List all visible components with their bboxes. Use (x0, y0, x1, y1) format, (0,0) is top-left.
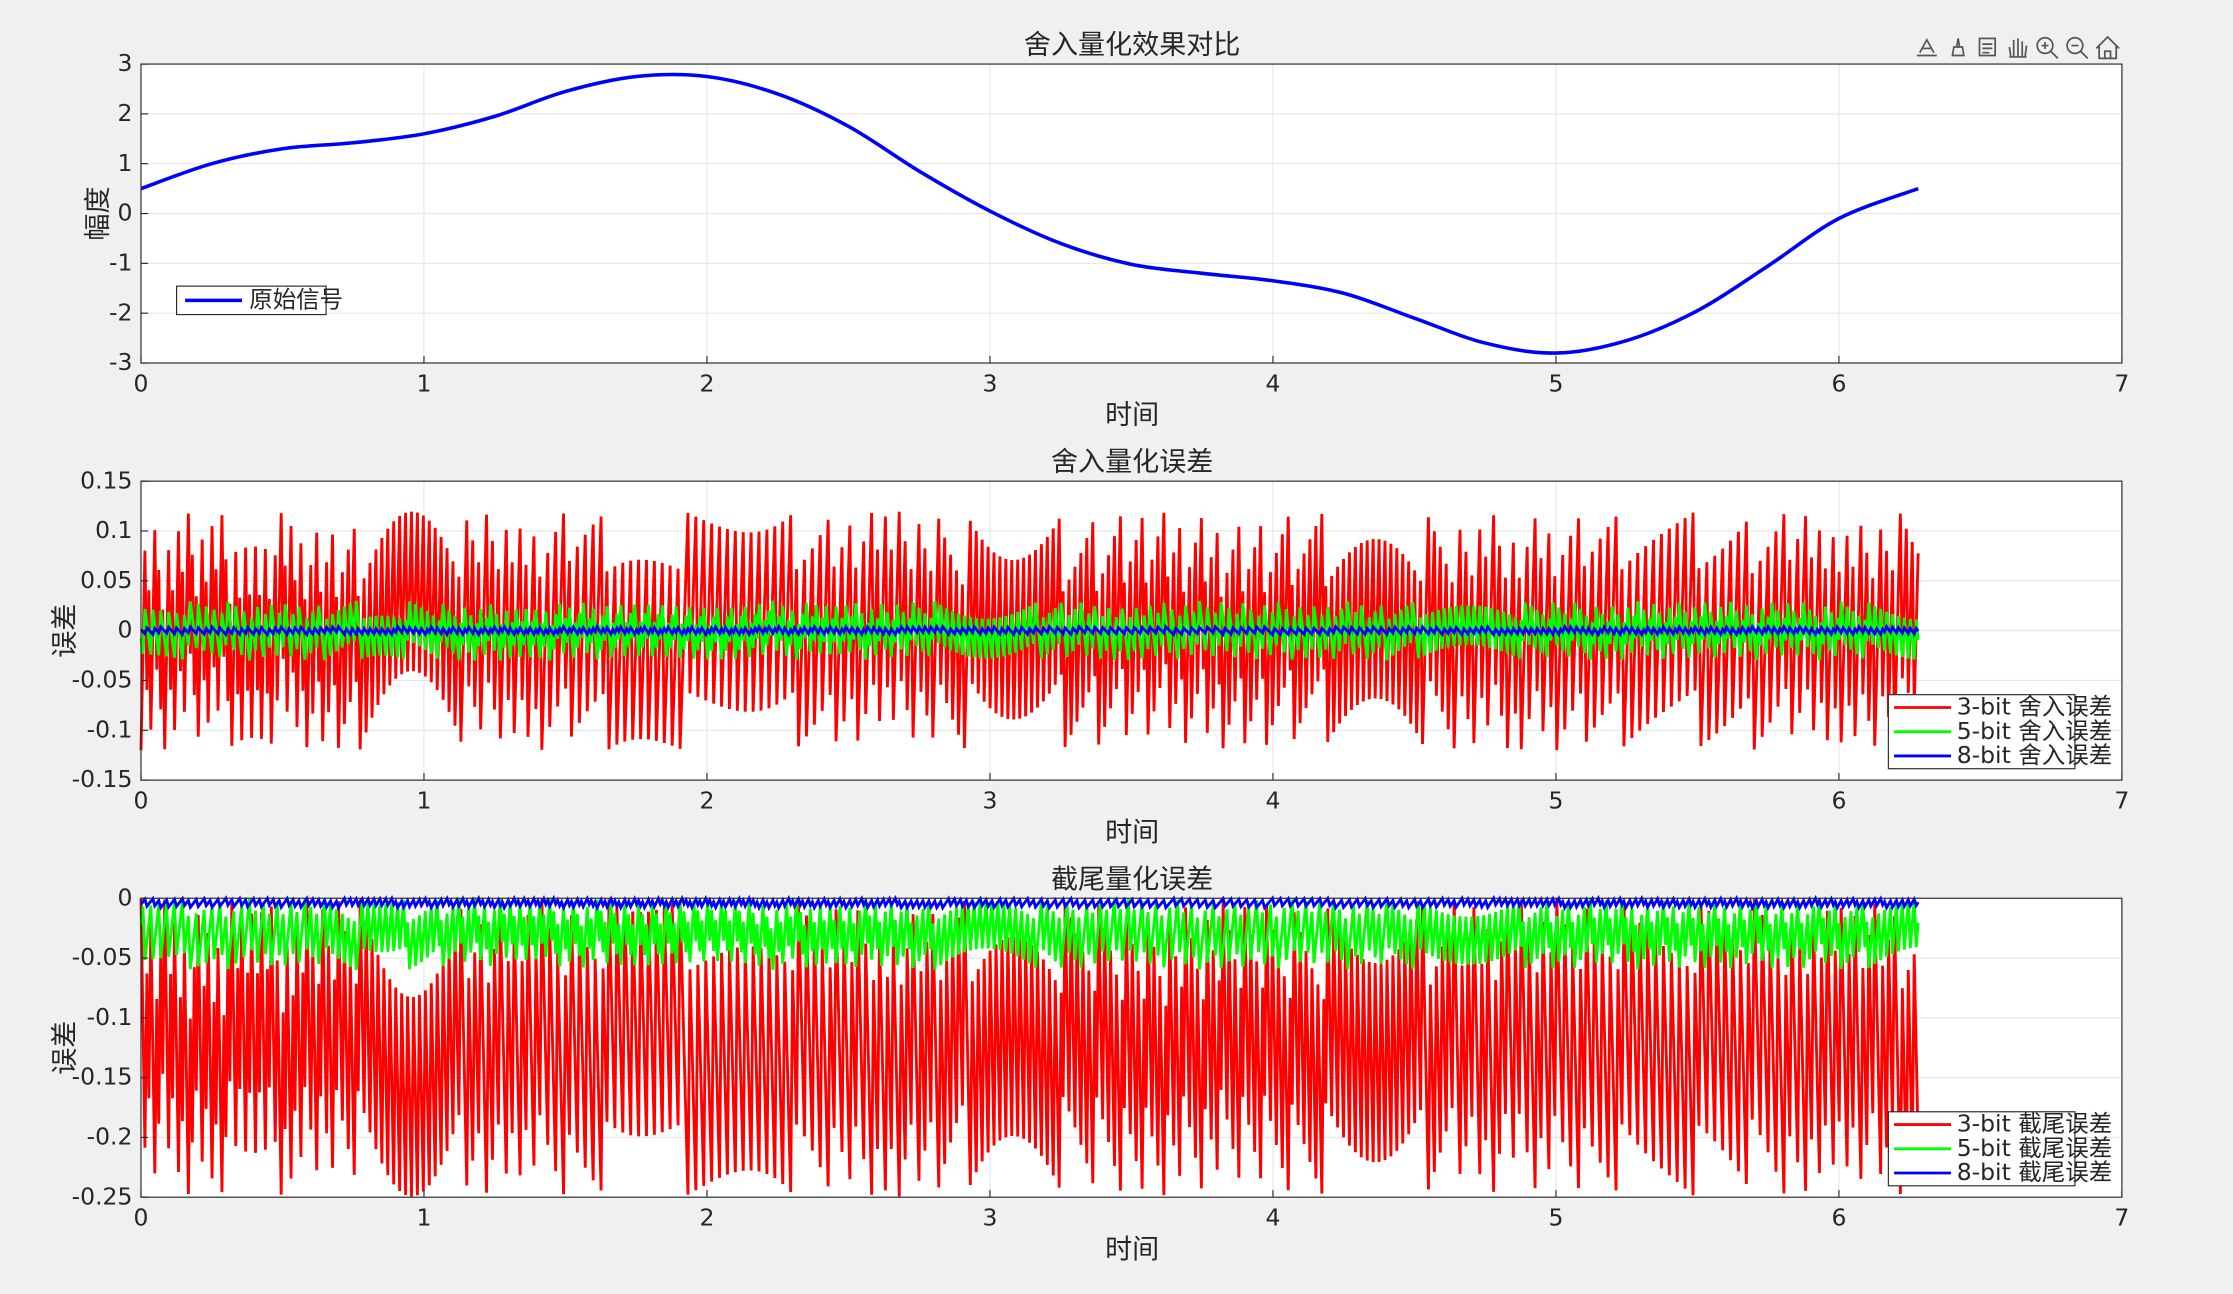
y-tick-label: -2 (109, 298, 132, 326)
x-tick-label: 2 (699, 787, 714, 815)
y-tick-label: -0.15 (72, 765, 133, 793)
legend-label-5bit: 5-bit 截尾误差 (1957, 1134, 2112, 1162)
series-line-8bit (139, 623, 1920, 638)
legend: 原始信号 (176, 285, 343, 316)
x-tick-label: 3 (982, 369, 997, 397)
y-tick-label: -0.05 (72, 666, 133, 694)
axes-title: 舍入量化效果对比 (1024, 30, 1240, 61)
series-line-5bit (139, 898, 1920, 971)
series-line-3bit (139, 511, 1920, 751)
y-axis-label: 误差 (50, 1021, 81, 1075)
series-line-original (140, 72, 1919, 355)
rounding-error-axes: 0 1 2 3 4 5 6 7 -0.15 -0.1 -0.05 0 0.05 0.1 0.15 舍入量化误… (50, 447, 2129, 848)
legend-label-5bit: 5-bit 舍入误差 (1957, 717, 2112, 745)
x-axis-label: 时间 (1105, 400, 1159, 431)
x-tick-label: 5 (1548, 787, 1563, 815)
truncation-error-axes: 0 1 2 3 4 5 6 7-0.25-0.2-0.15-0.1-0.050 截尾量化误差 … (50, 864, 2129, 1265)
legend-label-3bit: 3-bit 截尾误差 (1957, 1110, 2112, 1138)
x-tick-label: 6 (1831, 787, 1846, 815)
series-layer (139, 894, 1920, 1197)
y-tick-label: -0.1 (87, 1003, 133, 1031)
x-tick-label: 4 (1265, 369, 1280, 397)
x-tick-label: 5 (1548, 1204, 1563, 1232)
y-tick-label: 0 (117, 883, 132, 911)
y-tick-label: 0.15 (80, 466, 132, 494)
x-tick-label: 0 (134, 369, 149, 397)
legend-label-3bit: 3-bit 舍入误差 (1957, 693, 2112, 721)
y-tick-label: 1 (117, 149, 132, 177)
x-tick-label: 0 (134, 787, 149, 815)
y-tick-label: 3 (117, 49, 132, 77)
x-tick-label: 7 (2114, 369, 2129, 397)
legend-label-8bit: 8-bit 舍入误差 (1957, 741, 2112, 769)
zoom-out-icon[interactable] (2066, 36, 2089, 59)
x-tick-label: 2 (699, 1204, 714, 1232)
series-layer (140, 72, 1919, 355)
x-tick-label: 6 (1831, 1204, 1846, 1232)
axes-title: 舍入量化误差 (1051, 447, 1213, 478)
y-axis-label: 幅度 (83, 186, 114, 240)
x-tick-label: 7 (2114, 1204, 2129, 1232)
y-axis-label: 误差 (50, 604, 81, 658)
series-layer (139, 511, 1920, 751)
series-line-5bit (139, 600, 1920, 661)
x-tick-label: 1 (416, 369, 431, 397)
zoom-in-icon[interactable] (2036, 36, 2059, 59)
axes-toolbar (1916, 35, 2120, 60)
y-tick-label: -0.2 (87, 1123, 133, 1151)
series-line-3bit (139, 898, 1920, 1197)
legend: 3-bit 舍入误差 5-bit 舍入误差 8-bit 舍入误差 (1887, 693, 2112, 770)
x-tick-label: 5 (1548, 369, 1563, 397)
y-tick-label: -0.1 (87, 715, 133, 743)
datatip-icon[interactable] (1978, 37, 1997, 57)
x-axis-label: 时间 (1105, 817, 1159, 848)
y-tick-label: -0.15 (72, 1063, 133, 1091)
series-line-8bit (139, 894, 1920, 912)
y-tick-label: 0 (117, 616, 132, 644)
signal-comparison-axes: 0 1 2 3 4 5 6 7 -3 -2 -1 0 1 2 3 舍入量化效果对比 时间 幅度 原始信号 (83, 30, 2130, 431)
y-tick-label: 0.05 (80, 566, 132, 594)
axes-title: 截尾量化误差 (1051, 864, 1213, 895)
axes-box (140, 897, 2123, 1198)
y-tick-label: -0.25 (72, 1182, 133, 1210)
y-tick-label: -1 (109, 248, 132, 276)
legend: 3-bit 截尾误差 5-bit 截尾误差 8-bit 截尾误差 (1887, 1110, 2112, 1187)
legend-label-8bit: 8-bit 截尾误差 (1957, 1158, 2112, 1186)
y-tick-label: -0.05 (72, 943, 133, 971)
x-tick-label: 4 (1265, 1204, 1280, 1232)
x-tick-label: 1 (416, 1204, 431, 1232)
x-tick-label: 4 (1265, 787, 1280, 815)
export-icon[interactable] (1916, 38, 1937, 57)
y-tick-label: 0.1 (95, 516, 132, 544)
x-tick-label: 3 (982, 787, 997, 815)
x-tick-label: 2 (699, 369, 714, 397)
x-axis-label: 时间 (1105, 1234, 1159, 1265)
x-tick-label: 0 (134, 1204, 149, 1232)
tick-labels: 0 1 2 3 4 5 6 7 -0.15 -0.1 -0.05 0 0.05 0.1 0.15 (72, 466, 2130, 814)
x-tick-label: 7 (2114, 787, 2129, 815)
x-tick-label: 1 (416, 787, 431, 815)
y-tick-label: 0 (117, 199, 132, 227)
x-tick-label: 3 (982, 1204, 997, 1232)
home-icon[interactable] (2095, 35, 2120, 60)
y-tick-label: -3 (109, 348, 132, 376)
pan-icon[interactable] (2008, 38, 2028, 58)
legend-label-original: 原始信号 (249, 285, 343, 313)
y-tick-label: 2 (117, 99, 132, 127)
tick-labels: 0 1 2 3 4 5 6 7 -0.25 -0.2 -0.15 -0.1 -0.05 0 (72, 883, 2130, 1231)
x-tick-label: 6 (1831, 369, 1846, 397)
tick-labels: 0 1 2 3 4 5 6 7 -3 -2 -1 0 1 2 3 (109, 49, 2129, 397)
brush-icon[interactable] (1951, 38, 1965, 57)
